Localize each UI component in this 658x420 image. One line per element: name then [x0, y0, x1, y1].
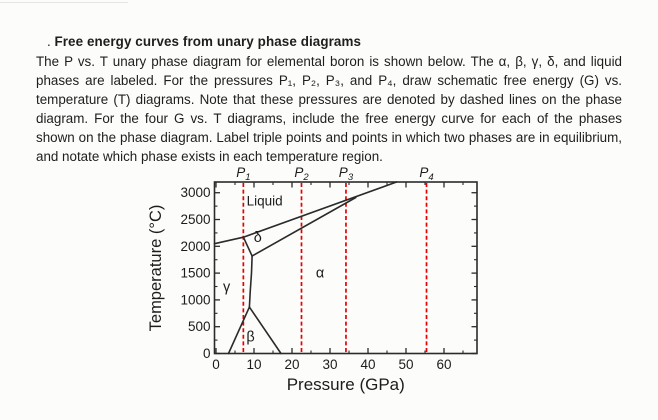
x-tick-label: 0 [212, 357, 220, 372]
plot-frame [213, 181, 478, 355]
phase-label-γ: γ [223, 280, 231, 296]
x-tick-label: 60 [436, 357, 451, 372]
x-tick-label: 40 [360, 357, 375, 372]
phase-boundary-gamma-beta [227, 306, 251, 355]
scan-artifact-line [0, 2, 128, 3]
y-tick-label: 2500 [180, 212, 210, 227]
pressure-label-P3: P3 [339, 165, 354, 183]
phase-label-liquid: Liquid [247, 193, 283, 208]
problem-statement: . Free energy curves from unary phase di… [36, 32, 622, 166]
problem-title: Free energy curves from unary phase diag… [54, 34, 362, 49]
problem-body-text: The P vs. T unary phase diagram for elem… [36, 54, 622, 164]
pressure-label-P2: P2 [294, 165, 309, 183]
x-tick-label: 20 [284, 357, 299, 372]
y-tick-label: 3000 [180, 185, 210, 200]
pressure-label-P1: P1 [236, 165, 250, 183]
y-tick-label: 2000 [180, 239, 210, 254]
phase-boundary-gamma-delta [242, 236, 253, 257]
phase-label-β: β [246, 329, 254, 345]
x-tick-label: 50 [398, 357, 413, 372]
list-marker: . [47, 34, 51, 49]
y-tick-label: 1000 [180, 292, 210, 307]
phase-boundary-gamma-alpha [248, 255, 253, 308]
phase-boundary-gamma-liquid [213, 236, 245, 245]
phase-boundary-beta-alpha [248, 306, 282, 355]
x-tick-label: 10 [246, 357, 261, 372]
phase-boundary-delta-liquid-then-alpha-liquid [242, 181, 398, 238]
phase-label-α: α [316, 266, 324, 282]
y-tick-label: 500 [188, 319, 211, 334]
x-tick-label: 30 [322, 357, 337, 372]
phase-label-δ: δ [254, 230, 262, 246]
phase-boundary-alpha-delta [251, 196, 357, 257]
y-tick-label: 0 [203, 346, 211, 361]
x-axis-title: Pressure (GPa) [287, 375, 405, 394]
pressure-label-P4: P4 [419, 165, 433, 183]
y-axis-title: Temperature (°C) [147, 205, 165, 332]
y-tick-label: 1500 [180, 266, 210, 281]
problem-title-line: . Free energy curves from unary phase di… [36, 32, 622, 51]
